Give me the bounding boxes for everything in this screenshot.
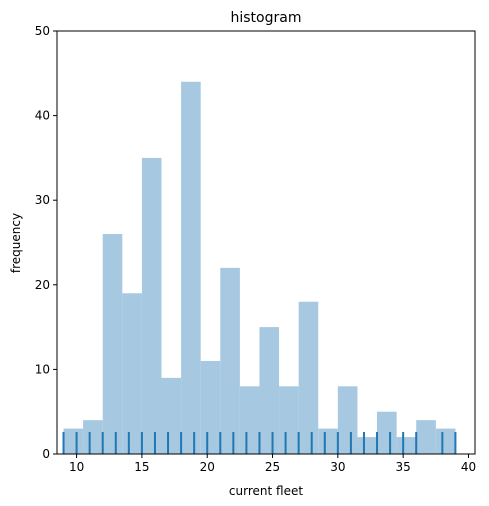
- x-tick-label: 20: [200, 460, 215, 474]
- histogram-bar: [279, 386, 299, 454]
- x-tick-label: 10: [69, 460, 84, 474]
- histogram-bar: [337, 386, 358, 454]
- histogram-bar: [141, 157, 162, 454]
- rug-marks: [62, 432, 457, 454]
- y-tick-label: 0: [42, 447, 50, 461]
- histogram-bar: [416, 420, 436, 454]
- plot-frame: [56, 30, 476, 455]
- histogram-bar: [161, 377, 182, 454]
- y-tick-label: 30: [35, 193, 50, 207]
- chart-title: histogram: [231, 10, 302, 26]
- histogram-bars: [63, 81, 456, 454]
- histogram-bar: [396, 437, 417, 454]
- x-tick-label: 15: [134, 460, 149, 474]
- histogram-bar: [220, 267, 240, 454]
- histogram-bar: [83, 420, 103, 454]
- histogram-bar: [239, 386, 260, 454]
- histogram-bar: [435, 428, 456, 454]
- histogram-bar: [357, 437, 378, 454]
- x-tick-label: 25: [265, 460, 280, 474]
- x-tick-label: 40: [461, 460, 476, 474]
- histogram-bar: [298, 301, 319, 454]
- histogram-bar: [102, 234, 123, 454]
- y-tick-label: 10: [35, 362, 50, 376]
- histogram-bar: [181, 81, 201, 454]
- histogram-bar: [122, 293, 142, 454]
- histogram-bar: [63, 428, 84, 454]
- histogram-bar: [377, 411, 397, 454]
- y-tick-label: 20: [35, 278, 50, 292]
- x-tick-label: 30: [330, 460, 345, 474]
- y-tick-label: 50: [35, 24, 50, 38]
- y-tick-label: 40: [35, 109, 50, 123]
- x-axis-label: current fleet: [229, 484, 303, 498]
- x-tick-label: 35: [396, 460, 411, 474]
- axes: 10 15 20 25 30 35 40 0 10 20 30 40 50: [35, 24, 476, 474]
- histogram-bar: [200, 360, 221, 454]
- y-axis-label: frequency: [9, 213, 23, 273]
- histogram-bar: [318, 428, 338, 454]
- histogram-bar: [259, 327, 280, 454]
